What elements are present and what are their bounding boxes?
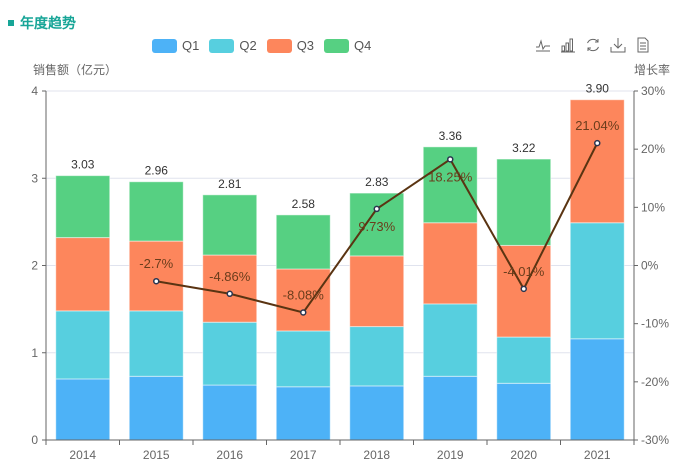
y-right-tick-label: 20% [641,142,665,156]
bar-total-label: 2.81 [218,177,242,191]
bar-segment-q4[interactable] [349,192,405,257]
legend-item-q4[interactable]: Q4 [324,38,371,53]
bar-segment-q4[interactable] [55,175,111,239]
data-view-icon[interactable] [635,37,651,53]
legend-item-q3[interactable]: Q3 [266,38,315,53]
x-tick-label: 2015 [143,448,170,462]
growth-point[interactable] [594,139,601,147]
bar-segment-q2[interactable] [128,310,184,377]
legend-swatch [324,38,350,53]
legend-swatch [266,38,292,53]
bar-segment-q1[interactable] [202,384,258,441]
bar-segment-q2[interactable] [349,326,405,387]
x-tick-label: 2021 [584,448,611,462]
growth-label: -8.08% [283,287,325,302]
bar-segment-q4[interactable] [128,181,184,242]
growth-point[interactable] [447,156,454,163]
bar-segment-q3[interactable] [55,237,111,312]
bar-segment-q2[interactable] [275,330,331,388]
bar-segment-q2[interactable] [422,303,478,377]
legend-label: Q2 [239,38,257,53]
y-tick-label: 4 [31,84,38,98]
y-tick-label: 2 [31,259,38,273]
bar-total-label: 3.22 [512,141,536,155]
growth-point[interactable] [373,205,380,213]
legend-label: Q4 [354,38,372,53]
y-axis-right-label: 增长率 [634,62,670,77]
legend-item-q2[interactable]: Q2 [209,38,257,53]
bar-total-label: 3.03 [71,158,95,172]
download-icon[interactable] [610,37,626,53]
legend-swatch [152,38,177,53]
legend-label: Q3 [296,38,315,53]
y-right-tick-label: -30% [641,433,669,447]
bar-segment-q3[interactable] [128,240,184,312]
x-tick-label: 2016 [216,448,243,462]
y-right-tick-label: -20% [641,375,669,389]
x-tick-label: 2017 [290,448,317,462]
bar-segment-q3[interactable] [275,268,331,332]
title-text: 年度趋势 [20,15,76,31]
bar-segment-q2[interactable] [55,310,111,380]
bar-total-label: 2.96 [145,164,169,178]
bar-total-label: 3.36 [439,129,463,143]
y-right-tick-label: 10% [641,200,665,214]
line-chart-icon[interactable] [535,37,551,53]
growth-point[interactable] [300,309,307,316]
growth-point[interactable] [520,285,527,293]
restore-icon[interactable] [585,37,601,53]
bar-segment-q3[interactable] [422,222,478,305]
y-right-tick-label: -10% [641,317,669,331]
x-tick-label: 2020 [510,448,537,462]
growth-label: -4.86% [209,269,251,284]
y-tick-label: 1 [31,346,38,360]
chart-title: 年度趋势 [8,13,76,33]
growth-label: 21.04% [575,118,620,133]
growth-label: -4.01% [503,264,545,279]
bar-total-label: 3.90 [586,82,610,96]
legend-item-q1[interactable]: Q1 [152,38,199,53]
x-tick-label: 2019 [437,448,464,462]
bar-total-label: 2.83 [365,175,389,189]
y-right-tick-label: 0% [641,259,659,273]
y-right-tick-label: 30% [641,84,665,98]
legend: Q1 Q2 Q3 Q4 [152,38,371,53]
x-tick-label: 2018 [363,448,390,462]
bar-segment-q4[interactable] [496,158,552,246]
growth-label: -2.7% [139,256,173,271]
legend-swatch [209,38,235,53]
bar-segment-q4[interactable] [202,194,258,256]
bar-total-label: 2.58 [292,197,316,211]
y-axis-left-label: 销售额（亿元） [33,62,117,77]
bar-segment-q2[interactable] [569,222,625,340]
bar-segment-q1[interactable] [496,382,552,441]
bar-segment-q1[interactable] [275,386,331,441]
bar-segment-q3[interactable] [569,99,625,224]
growth-point[interactable] [153,277,160,285]
x-tick-label: 2014 [69,448,96,462]
bar-segment-q1[interactable] [349,385,405,441]
legend-label: Q1 [182,38,200,53]
y-tick-label: 3 [31,171,38,185]
growth-label: 18.25% [428,169,473,184]
bar-segment-q4[interactable] [275,214,331,270]
bar-segment-q1[interactable] [422,375,478,441]
bar-segment-q1[interactable] [128,375,184,441]
growth-point[interactable] [226,290,233,298]
growth-label: 9.73% [358,219,395,234]
title-marker-icon [8,20,14,26]
bar-segment-q2[interactable] [202,321,258,386]
bar-chart-icon[interactable] [560,37,576,53]
bar-segment-q3[interactable] [202,254,258,323]
bar-segment-q2[interactable] [496,336,552,384]
toolbox [535,37,651,53]
bar-segment-q3[interactable] [349,255,405,328]
y-tick-label: 0 [31,433,38,447]
bar-segment-q1[interactable] [569,338,625,441]
bar-segment-q1[interactable] [55,378,111,441]
